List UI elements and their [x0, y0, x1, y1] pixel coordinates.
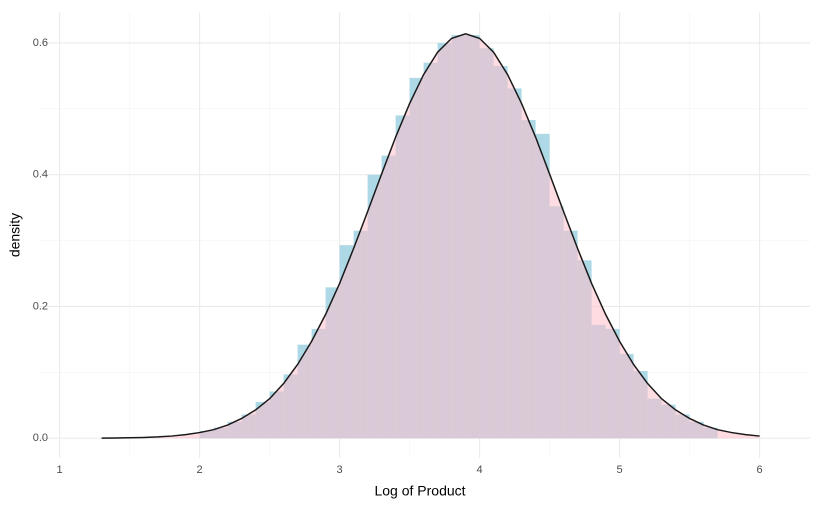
density-line [101, 32, 760, 439]
x-tick-label: 5 [617, 464, 623, 476]
x-axis-label: Log of Product [374, 483, 465, 499]
x-tick-label: 6 [757, 464, 763, 476]
y-tick-label: 0.2 [33, 300, 48, 312]
x-tick-label: 4 [477, 464, 483, 476]
y-tick-label: 0.0 [33, 432, 48, 444]
x-tick-label: 2 [197, 464, 203, 476]
y-tick-label: 0.6 [33, 37, 48, 49]
y-axis-label: density [7, 213, 23, 257]
y-tick-label: 0.4 [33, 169, 48, 181]
density-area [101, 33, 760, 439]
x-tick-label: 3 [337, 464, 343, 476]
x-tick-label: 1 [57, 464, 63, 476]
